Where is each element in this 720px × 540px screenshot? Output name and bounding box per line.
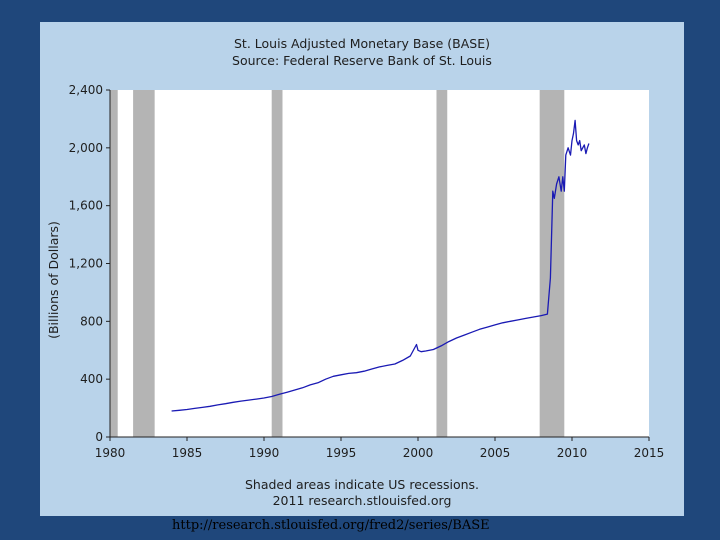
x-tick-label: 1980 [95, 446, 126, 460]
x-tick-label: 1995 [326, 446, 357, 460]
y-tick-label: 2,000 [69, 141, 103, 155]
plot-area: 0 400 800 1,200 1,600 2,000 2,400 1980 1985 1990 1… [69, 83, 665, 460]
copyright-caption: 2011 research.stlouisfed.org [272, 493, 452, 508]
chart-panel: St. Louis Adjusted Monetary Base (BASE) … [40, 22, 684, 516]
recession-caption: Shaded areas indicate US recessions. [244, 477, 480, 492]
plot-background [110, 90, 649, 437]
y-tick-label: 400 [80, 372, 103, 386]
recession-band [271, 90, 283, 437]
chart-title: St. Louis Adjusted Monetary Base (BASE) [234, 36, 490, 51]
x-tick-label: 2005 [480, 446, 511, 460]
chart-subtitle: Source: Federal Reserve Bank of St. Loui… [232, 53, 492, 68]
y-tick-label: 800 [80, 314, 103, 328]
y-tick-label: 2,400 [69, 83, 103, 97]
source-url-text: http://research.stlouisfed.org/fred2/ser… [172, 518, 490, 533]
series-line-base [171, 119, 590, 412]
recession-band [539, 90, 565, 437]
recession-band [110, 90, 118, 437]
y-tick-label: 0 [95, 430, 103, 444]
x-tick-label: 2010 [557, 446, 588, 460]
x-tick-label: 1985 [172, 446, 203, 460]
y-tick-label: 1,200 [69, 257, 103, 271]
x-tick-label: 2000 [403, 446, 434, 460]
x-tick-label: 1990 [249, 446, 280, 460]
y-axis-label: (Billions of Dollars) [46, 221, 61, 339]
chart-svg: St. Louis Adjusted Monetary Base (BASE) … [46, 36, 665, 460]
x-tick-label: 2015 [634, 446, 665, 460]
y-tick-label: 1,600 [69, 199, 103, 213]
recession-band [436, 90, 448, 437]
recession-band [133, 90, 155, 437]
